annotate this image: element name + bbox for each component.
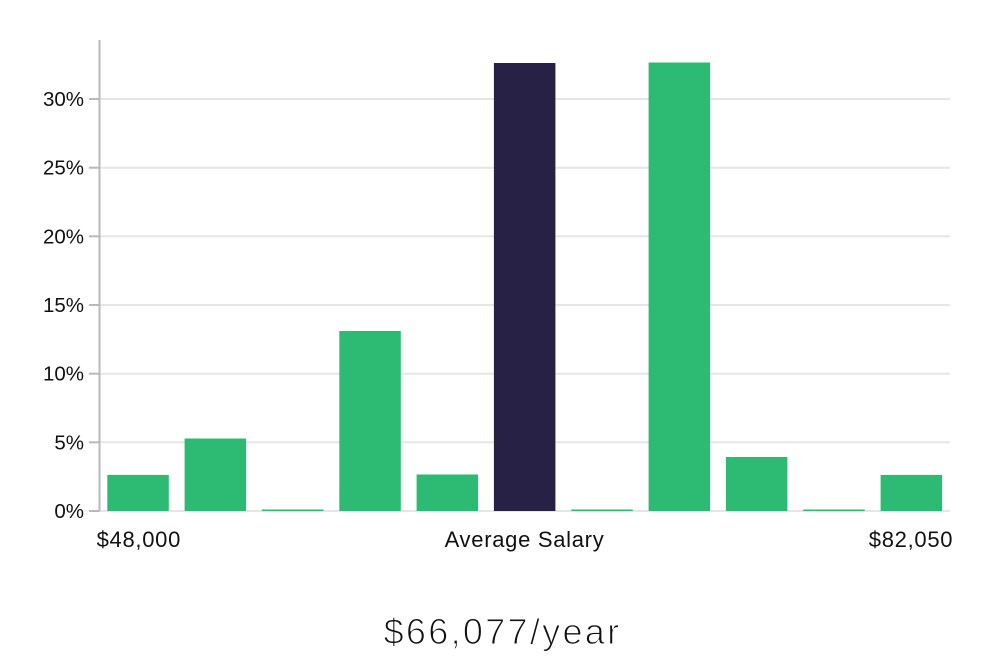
svg-text:5%: 5% xyxy=(54,431,84,454)
svg-text:10%: 10% xyxy=(43,363,84,386)
svg-text:20%: 20% xyxy=(43,225,84,248)
svg-text:$66,077/year: $66,077/year xyxy=(384,611,622,652)
svg-text:30%: 30% xyxy=(43,88,84,111)
svg-text:Average Salary: Average Salary xyxy=(445,527,605,552)
svg-text:$48,000: $48,000 xyxy=(97,527,181,552)
svg-text:15%: 15% xyxy=(43,294,84,317)
svg-text:$82,050: $82,050 xyxy=(869,527,953,552)
svg-text:25%: 25% xyxy=(43,157,84,180)
svg-text:0%: 0% xyxy=(54,500,84,523)
